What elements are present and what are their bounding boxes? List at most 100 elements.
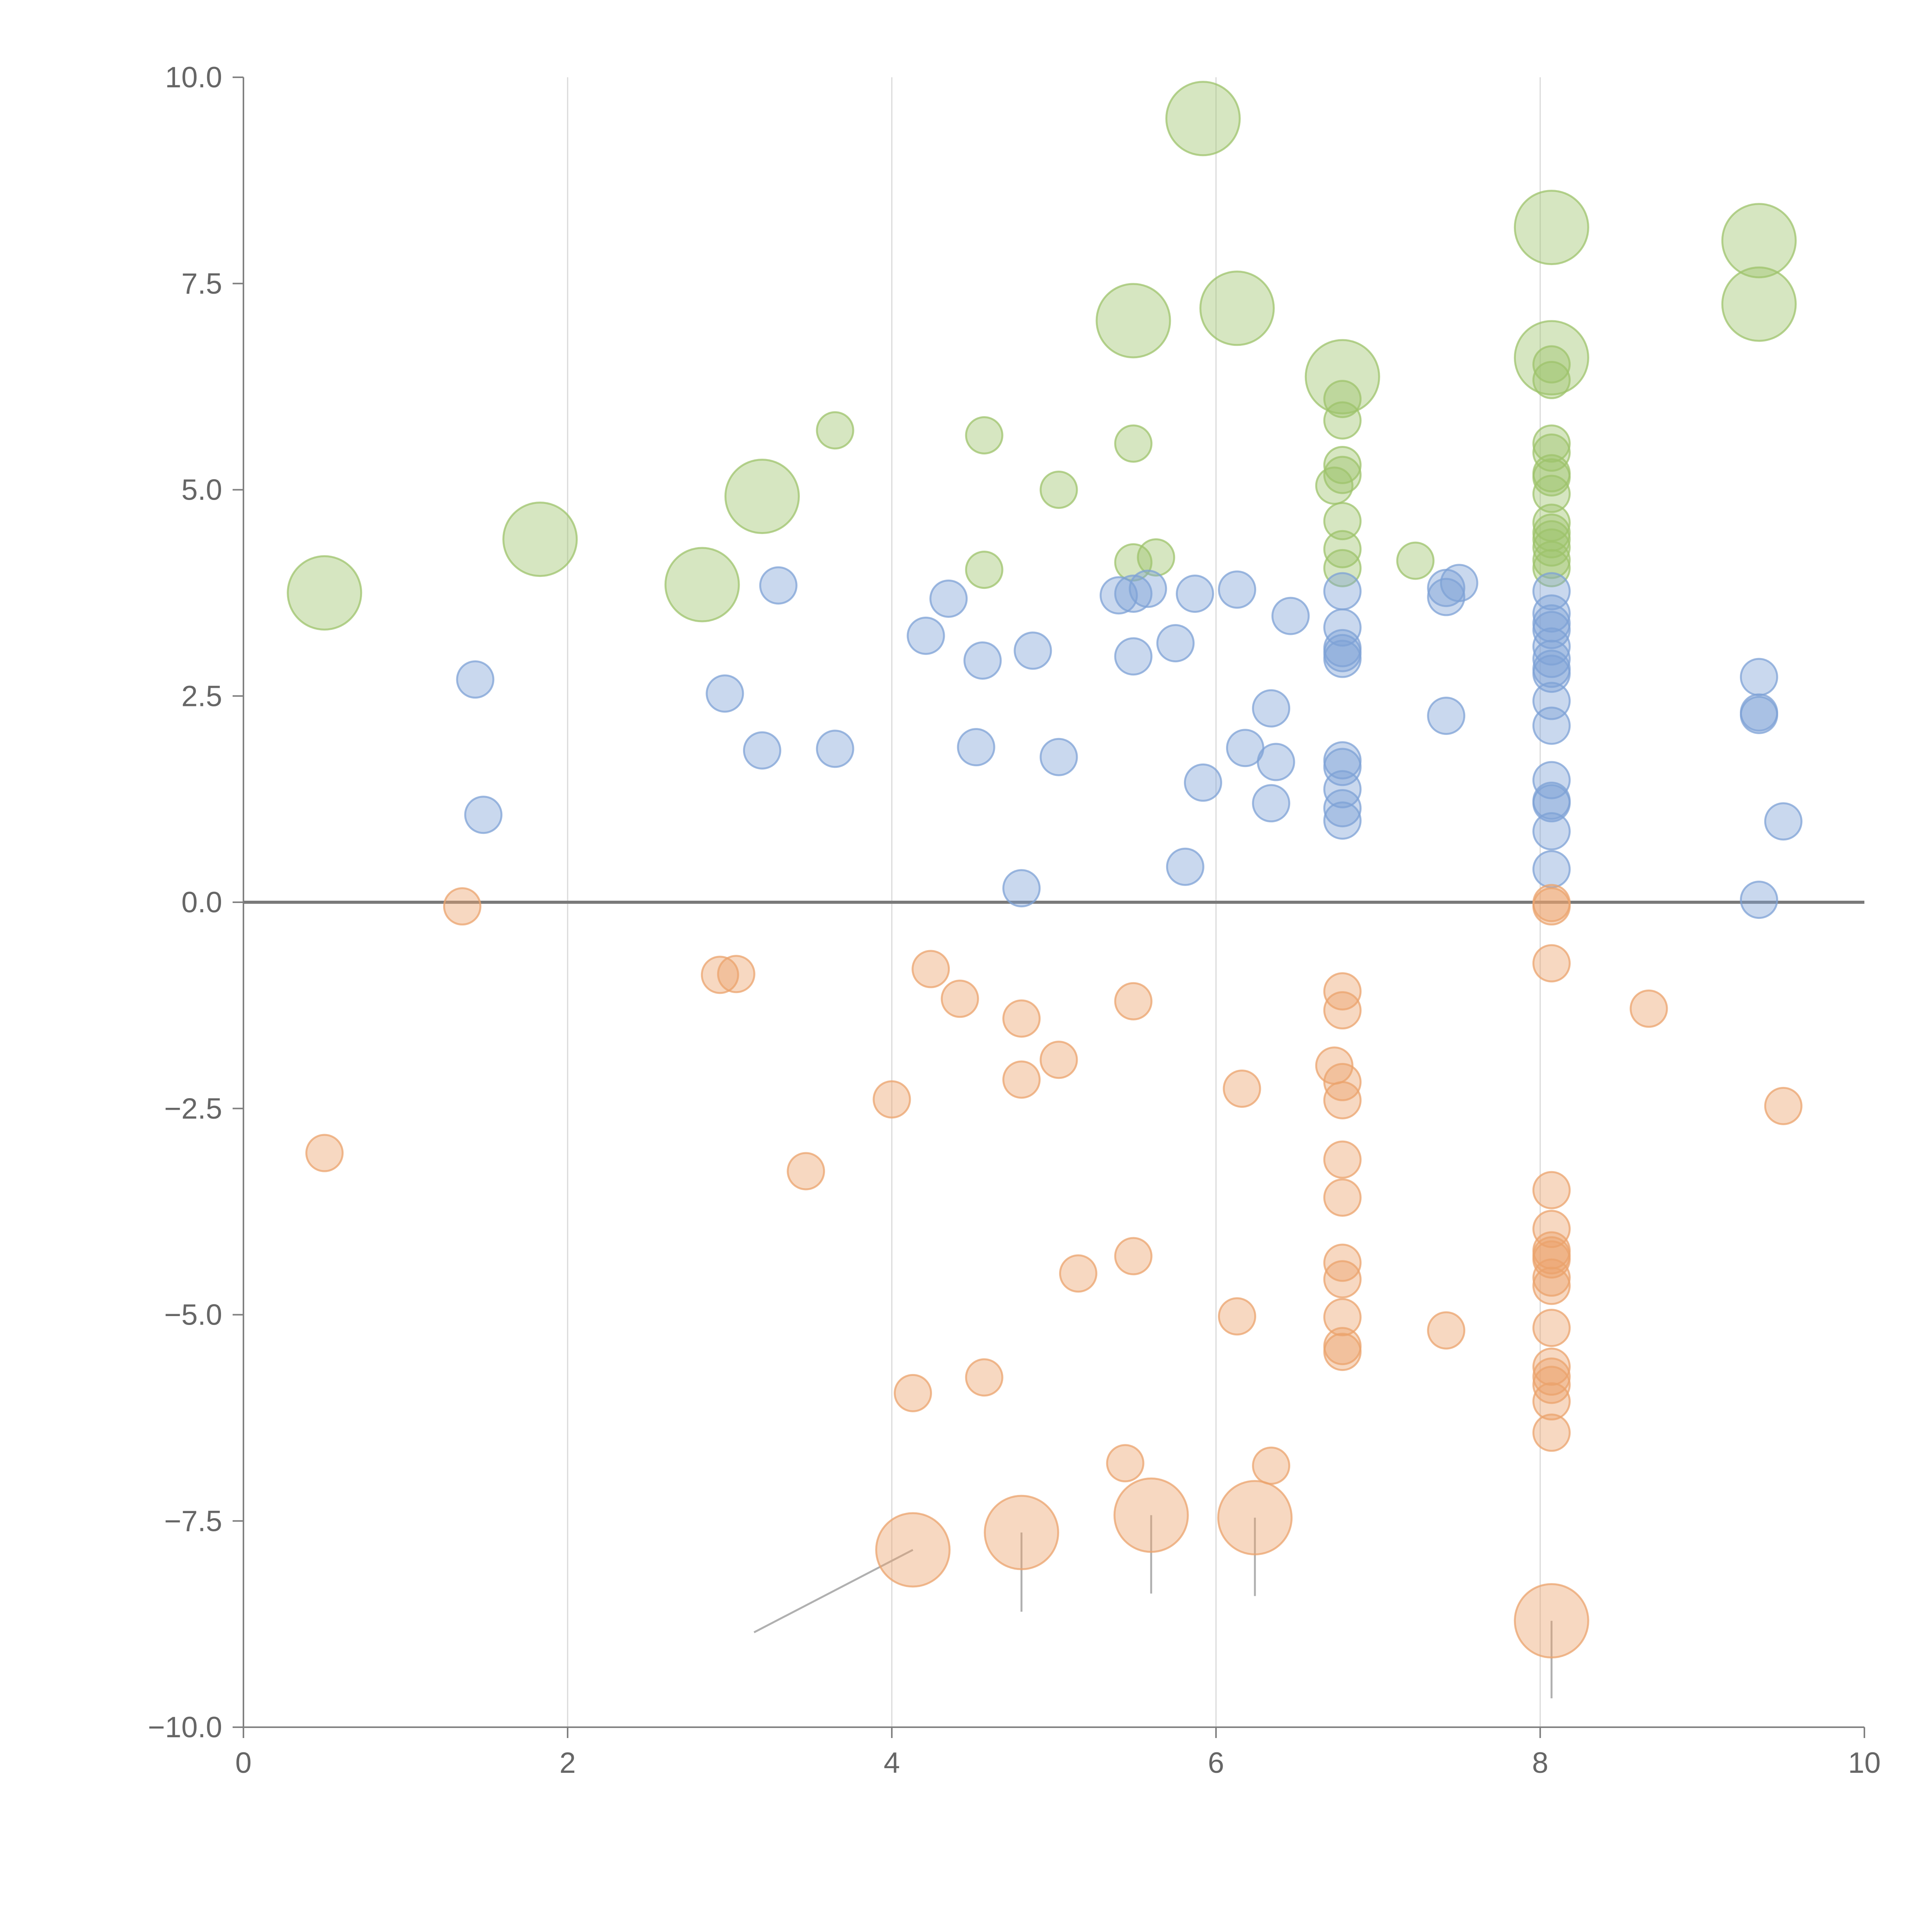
blue-bubble (456, 660, 495, 699)
x-tick-label: 0 (235, 1747, 252, 1779)
green-bubble (1532, 345, 1571, 384)
orange-bubble (717, 955, 755, 993)
y-tick-label: −10.0 (148, 1711, 222, 1744)
orange-bubble (1039, 1041, 1078, 1079)
green-bubble (1323, 549, 1362, 587)
orange-bubble (1323, 1178, 1362, 1217)
green-bubble (724, 459, 800, 534)
orange-bubble (1532, 1171, 1571, 1209)
green-bubble (1532, 424, 1571, 463)
orange-bubble (1514, 1583, 1589, 1659)
blue-bubble (1039, 738, 1078, 776)
orange-bubble (1323, 1140, 1362, 1179)
green-bubble (1095, 283, 1171, 359)
orange-bubble (1323, 1333, 1362, 1371)
blue-bubble (759, 566, 798, 605)
y-tick-label: 2.5 (181, 680, 222, 713)
green-bubble (1323, 446, 1362, 484)
blue-bubble (1532, 812, 1571, 850)
blue-bubble (1532, 611, 1571, 649)
blue-bubble (1532, 784, 1571, 823)
blue-bubble (1323, 572, 1362, 611)
orange-bubble (1114, 1237, 1153, 1276)
green-bubble (1199, 270, 1275, 346)
orange-bubble (965, 1358, 1003, 1397)
blue-bubble (1440, 564, 1478, 602)
blue-bubble (1257, 743, 1295, 781)
green-bubble (816, 411, 854, 450)
blue-bubble (1323, 801, 1362, 840)
blue-bubble (1323, 639, 1362, 678)
orange-bubble (940, 980, 979, 1018)
blue-bubble (906, 616, 945, 655)
green-bubble (1396, 541, 1435, 580)
orange-bubble (872, 1080, 911, 1119)
orange-bubble (1532, 1382, 1571, 1421)
green-bubble (965, 551, 1003, 589)
green-bubble (287, 555, 362, 631)
blue-bubble (1427, 696, 1466, 735)
green-bubble (1114, 424, 1153, 463)
blue-bubble (1740, 696, 1778, 734)
green-bubble (1532, 361, 1571, 400)
orange-bubble (1323, 991, 1362, 1030)
blue-bubble (1218, 570, 1257, 609)
orange-bubble (1532, 1413, 1571, 1452)
x-tick-label: 8 (1532, 1747, 1548, 1779)
orange-bubble (443, 887, 481, 926)
blue-bubble (1184, 763, 1222, 802)
orange-bubble (1059, 1254, 1097, 1293)
blue-bubble (1740, 881, 1778, 919)
blue-bubble (464, 796, 503, 834)
x-tick-label: 2 (560, 1747, 576, 1779)
orange-bubble (1252, 1446, 1291, 1485)
orange-bubble (912, 950, 950, 988)
orange-bubble (1427, 1311, 1466, 1350)
orange-bubble (1323, 1298, 1362, 1337)
orange-bubble (1532, 1209, 1571, 1248)
orange-bubble (1629, 989, 1668, 1028)
green-bubble (1532, 549, 1571, 587)
x-tick-label: 6 (1208, 1747, 1224, 1779)
blue-bubble (1532, 706, 1571, 745)
blue-bubble (1099, 576, 1138, 615)
blue-bubble (1175, 575, 1214, 613)
blue-bubble (1114, 575, 1153, 613)
orange-bubble (787, 1152, 825, 1190)
blue-bubble (743, 731, 781, 770)
y-tick-label: −5.0 (164, 1299, 222, 1332)
green-bubble (664, 547, 740, 622)
blue-bubble (1532, 594, 1571, 633)
y-tick-label: −2.5 (164, 1092, 222, 1125)
orange-bubble (1532, 1258, 1571, 1297)
green-bubble (1532, 528, 1571, 567)
green-bubble (1315, 466, 1354, 505)
blue-bubble (1532, 761, 1571, 799)
y-tick-label: 7.5 (181, 267, 222, 300)
blue-bubble (1271, 597, 1310, 635)
blue-bubble (1532, 627, 1571, 666)
blue-bubble (1532, 572, 1571, 611)
green-bubble (1323, 401, 1362, 440)
green-bubble (502, 502, 578, 577)
orange-bubble (1323, 1081, 1362, 1119)
green-bubble (1721, 203, 1797, 279)
green-bubble (965, 416, 1003, 455)
green-bubble (1165, 81, 1241, 156)
blue-bubble (1532, 850, 1571, 889)
blue-bubble (1252, 784, 1291, 823)
axis-layer: 10.0 7.5 5.0 2.5 0.0 −2.5 −5.0 −7.5 −10.0 0 2 4 6 8 10 (148, 61, 1881, 1779)
orange-bubble (701, 956, 739, 994)
blue-bubble (1114, 637, 1153, 676)
orange-bubble (1532, 887, 1571, 926)
y-tick-label: 0.0 (181, 886, 222, 919)
green-bubble (1323, 380, 1362, 418)
blue-bubble (929, 579, 968, 618)
annotation-layer (753, 1515, 1553, 1699)
orange-bubble (1106, 1444, 1145, 1483)
orange-bubble (1113, 1477, 1189, 1553)
blue-bubble (816, 730, 854, 768)
blue-bubble (1156, 624, 1195, 663)
blue-bubble (1323, 789, 1362, 828)
